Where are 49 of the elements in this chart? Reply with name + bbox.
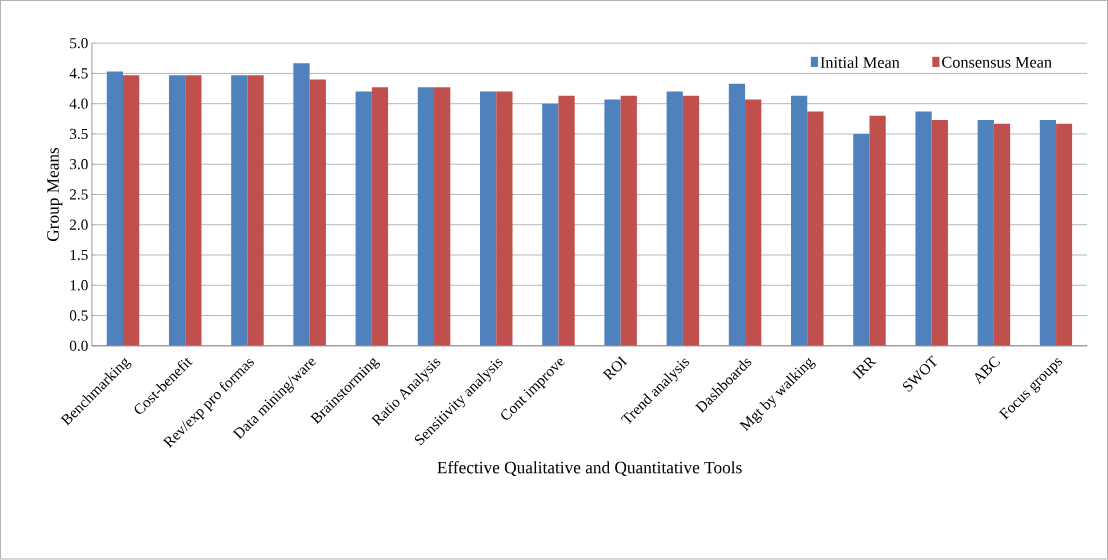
y-tick-label: 3.0 (70, 159, 88, 170)
bar (977, 120, 994, 346)
y-tick-label: 0.5 (69, 310, 88, 321)
y-tick-label: 1.0 (70, 280, 88, 291)
bar (106, 71, 124, 346)
y-tick-label: 0.0 (69, 340, 88, 352)
y-tick-label: 2.0 (69, 219, 88, 231)
bar (853, 134, 870, 346)
bar (620, 96, 637, 346)
bar (1056, 123, 1073, 346)
bar (123, 75, 140, 346)
y-tick-label: 1.5 (70, 250, 88, 261)
x-tick-label: IRR (851, 357, 877, 381)
bar (309, 79, 326, 346)
bar (745, 99, 762, 346)
bar (542, 103, 559, 346)
bar (293, 63, 310, 346)
bar (604, 99, 621, 346)
bar (168, 75, 186, 346)
bar (666, 91, 683, 346)
bar (869, 116, 886, 346)
x-axis-title: Effective Qualitative and Quantitative Tools (437, 461, 742, 477)
bar (791, 96, 808, 346)
bar (807, 111, 824, 346)
bar (931, 120, 948, 346)
y-tick-label: 2.5 (69, 189, 88, 200)
y-tick-label: 5.0 (70, 38, 88, 49)
bar (558, 96, 575, 346)
y-axis-title: Group Means (47, 148, 63, 242)
y-tick-label: 4.5 (69, 68, 88, 79)
bar (480, 91, 497, 346)
bar (231, 75, 248, 346)
legend-label: Initial Mean (820, 56, 900, 69)
y-tick-label: 4.0 (69, 98, 88, 110)
bar (993, 123, 1011, 346)
bar (434, 87, 451, 346)
legend-label: Consensus Mean (942, 56, 1052, 68)
y-tick-label: 3.5 (70, 129, 88, 140)
bar (682, 96, 700, 346)
bar (355, 91, 372, 346)
bar (496, 91, 513, 346)
bar (1039, 120, 1057, 346)
bar (417, 87, 435, 346)
bar (247, 75, 264, 346)
bar (185, 75, 202, 346)
bar (728, 83, 746, 346)
x-tick-label: ROI (602, 355, 628, 381)
bar (915, 111, 932, 346)
bar (371, 87, 389, 346)
